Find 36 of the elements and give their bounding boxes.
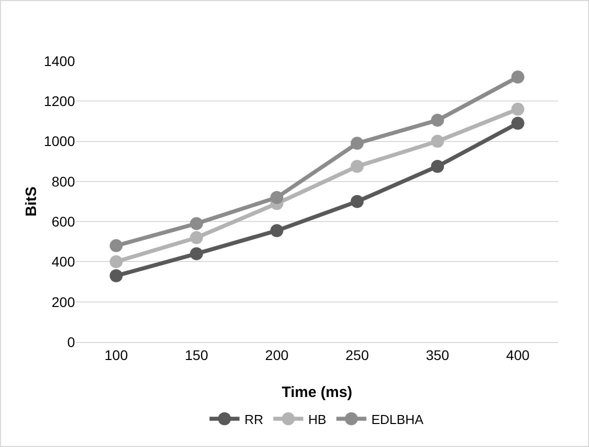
point	[511, 116, 524, 130]
x-tick-label: 100	[104, 346, 128, 363]
point	[190, 231, 203, 244]
legend-label: HB	[308, 412, 326, 427]
y-tick-label: 600	[52, 213, 76, 230]
x-tick-label: 350	[426, 346, 450, 363]
point	[511, 70, 524, 84]
point	[350, 136, 364, 150]
point	[431, 160, 444, 173]
x-tick-label: 200	[265, 346, 289, 363]
point	[431, 134, 444, 148]
point	[511, 102, 524, 116]
point	[350, 160, 364, 173]
y-tick-label: 800	[52, 173, 76, 190]
y-axis-title: BitS	[23, 186, 40, 216]
point	[110, 269, 123, 282]
y-tick-label: 200	[52, 294, 76, 310]
point	[110, 239, 123, 252]
point	[270, 190, 284, 204]
y-tick-label: 1200	[44, 93, 76, 110]
point	[110, 255, 123, 268]
y-tick-label: 1000	[44, 133, 76, 150]
legend-label: EDLBHA	[371, 412, 424, 427]
point	[431, 114, 444, 127]
x-tick-label: 400	[506, 346, 530, 363]
point	[350, 195, 364, 208]
y-tick-label: 1400	[44, 52, 76, 69]
point	[190, 247, 203, 260]
y-tick-label: 0	[67, 334, 76, 350]
x-tick-label: 250	[345, 346, 370, 363]
legend-label: RR	[244, 412, 264, 427]
point	[190, 217, 203, 230]
y-tick-label: 400	[52, 254, 76, 270]
x-axis-title: Time (ms)	[282, 384, 352, 401]
x-tick-label: 150	[184, 346, 208, 363]
point	[270, 224, 284, 238]
